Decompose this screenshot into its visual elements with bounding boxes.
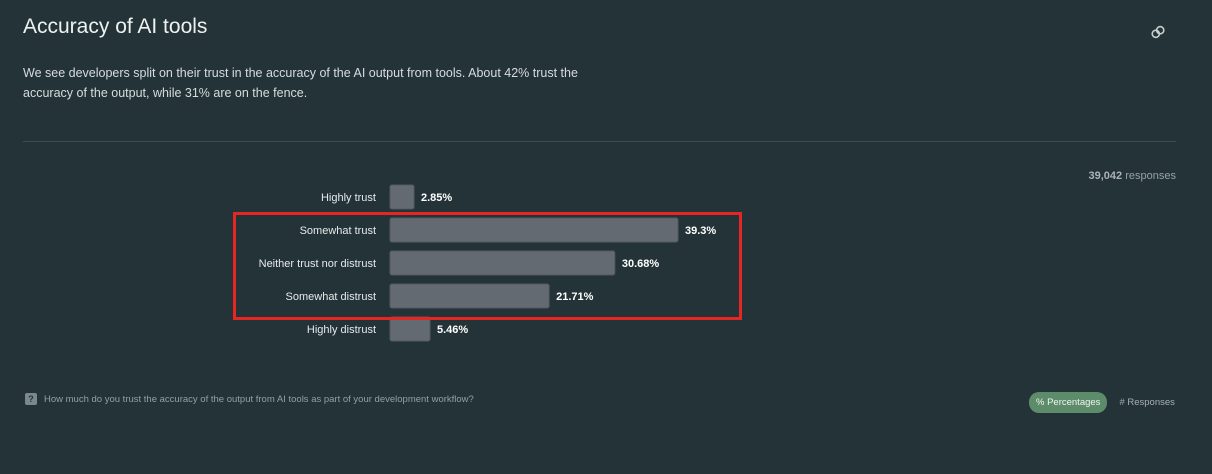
- question-icon: ?: [25, 393, 37, 405]
- category-label: Highly distrust: [307, 324, 376, 336]
- responses-toggle[interactable]: # Responses: [1119, 397, 1175, 408]
- chart-title: Accuracy of AI tools: [23, 15, 208, 38]
- chart-description: We see developers split on their trust i…: [23, 66, 578, 100]
- highlight-box: [233, 212, 742, 320]
- percentages-toggle[interactable]: % Percentages: [1029, 392, 1108, 413]
- divider: [23, 141, 1176, 142]
- display-toggle: % Percentages # Responses: [1029, 392, 1179, 413]
- bar: [389, 316, 431, 342]
- survey-question: ? How much do you trust the accuracy of …: [25, 393, 474, 405]
- question-text: How much do you trust the accuracy of th…: [44, 393, 474, 405]
- responses-count: 39,042 responses: [1089, 170, 1176, 182]
- value-label: 5.46%: [437, 324, 468, 336]
- link-icon[interactable]: [1149, 23, 1167, 41]
- value-label: 2.85%: [421, 192, 452, 204]
- responses-label: responses: [1125, 170, 1176, 182]
- bar: [389, 184, 415, 210]
- category-label: Highly trust: [321, 192, 376, 204]
- responses-number: 39,042: [1088, 170, 1123, 182]
